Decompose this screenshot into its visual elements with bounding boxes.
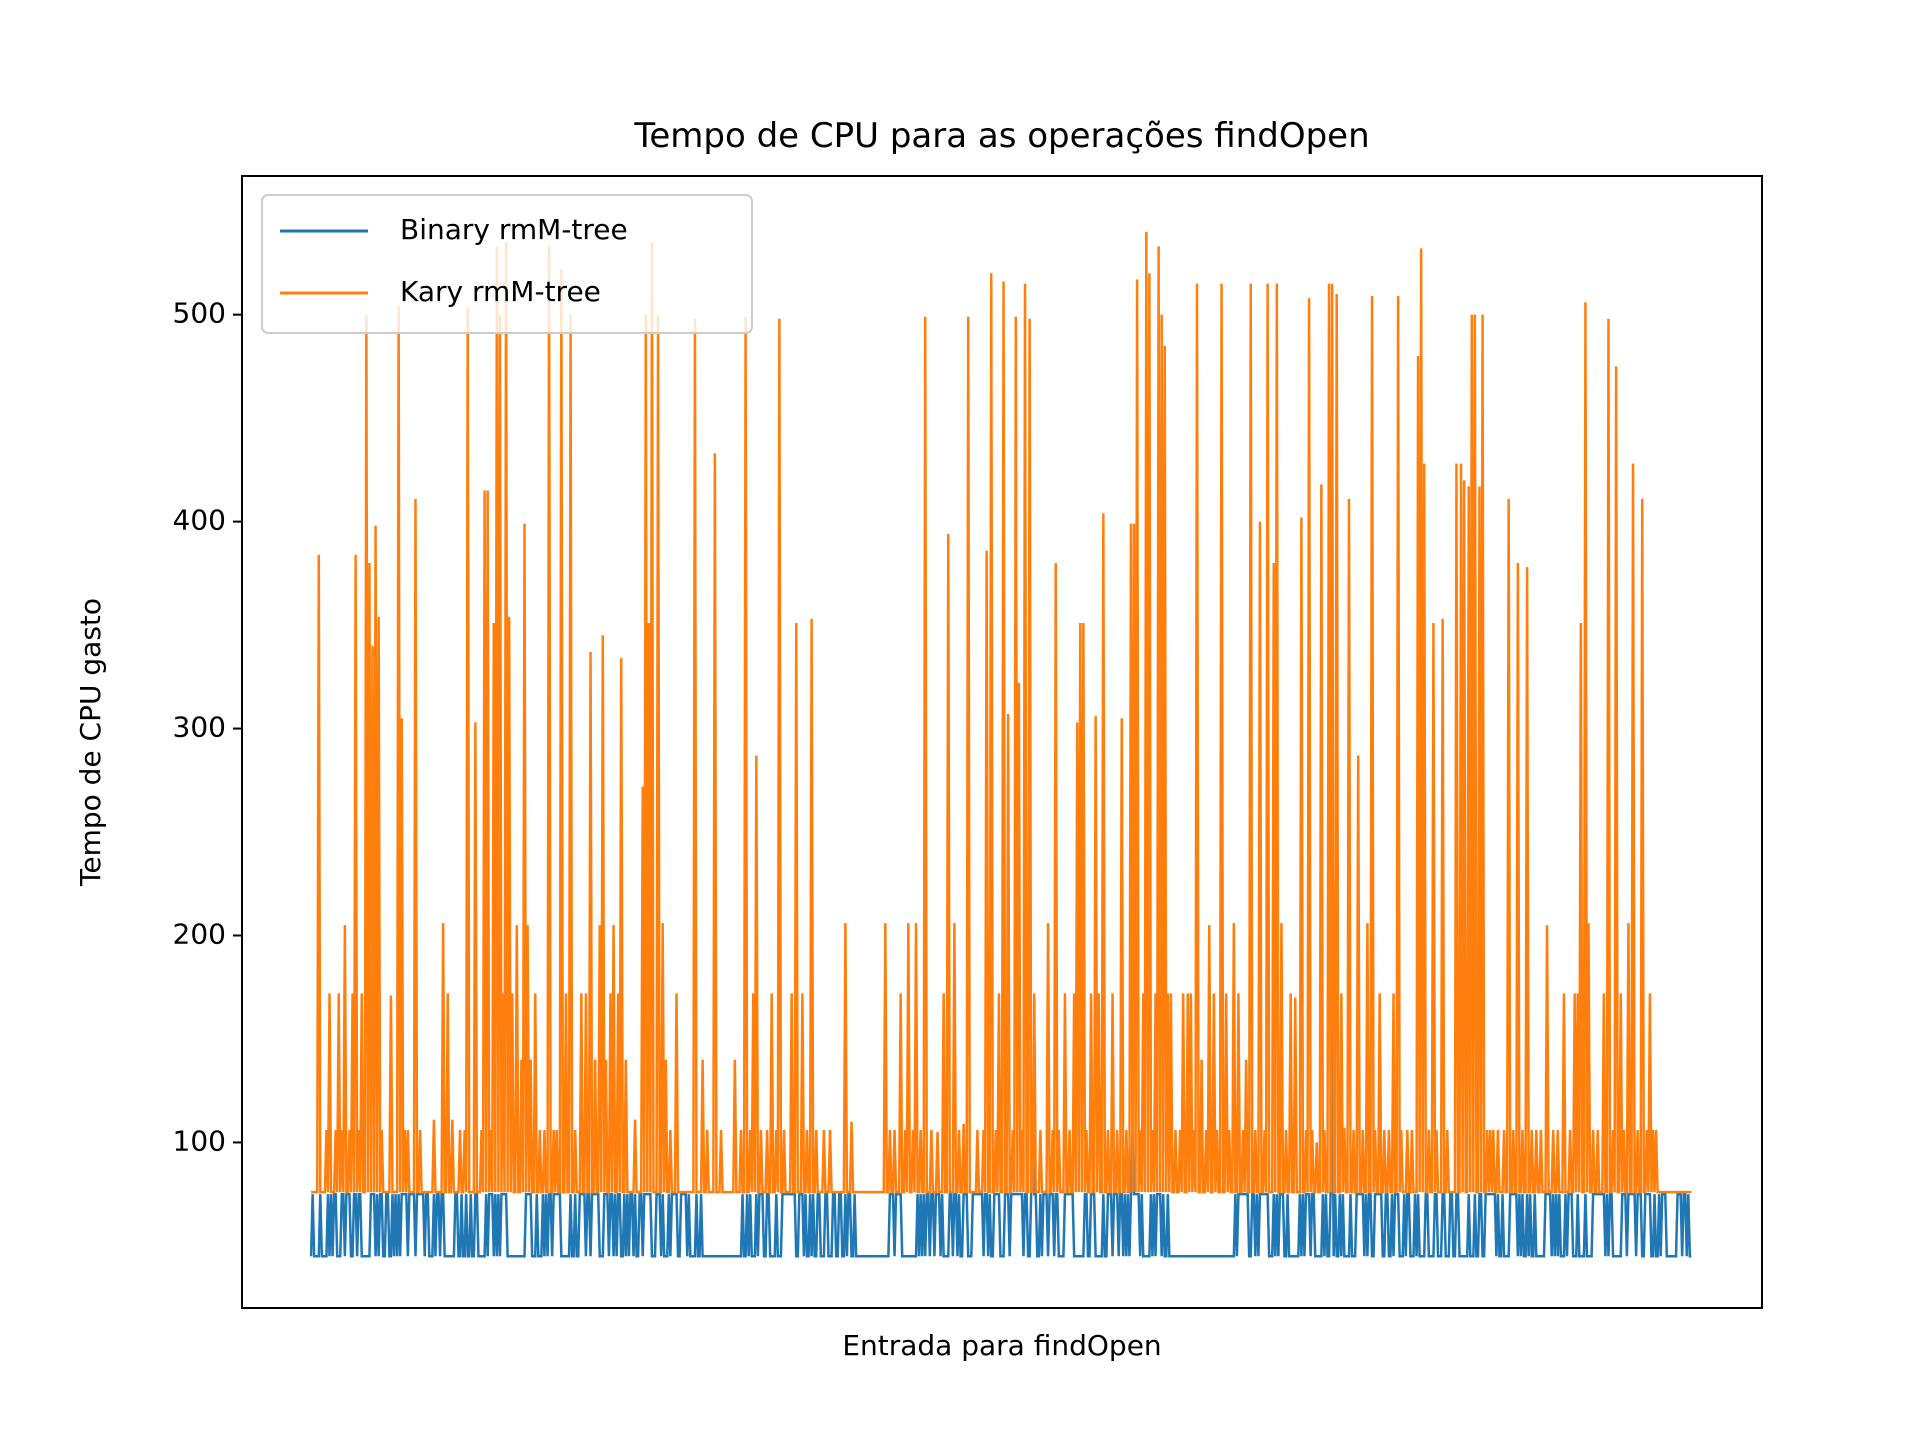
x-axis-label: Entrada para findOpen — [842, 1329, 1161, 1362]
y-tick-label: 500 — [173, 297, 226, 330]
series-line-binary — [309, 997, 1692, 1258]
y-tick-label: 100 — [173, 1124, 226, 1157]
axes-frame — [241, 175, 1763, 1309]
plot-area — [309, 231, 1692, 1258]
legend: Binary rmM-tree Kary rmM-tree — [261, 194, 753, 334]
chart-title: Tempo de CPU para as operações findOpen — [633, 116, 1369, 156]
legend-label-binary: Binary rmM-tree — [400, 213, 628, 246]
legend-box — [261, 194, 753, 334]
series-line-kary — [311, 231, 1692, 1194]
y-tick-label: 400 — [173, 504, 226, 537]
legend-label-kary: Kary rmM-tree — [400, 275, 601, 308]
y-tick-label: 300 — [173, 711, 226, 744]
y-tick-label: 200 — [173, 917, 226, 950]
y-axis-label: Tempo de CPU gasto — [74, 598, 107, 887]
y-axis: 100 200 300 400 500 — [173, 297, 242, 1157]
